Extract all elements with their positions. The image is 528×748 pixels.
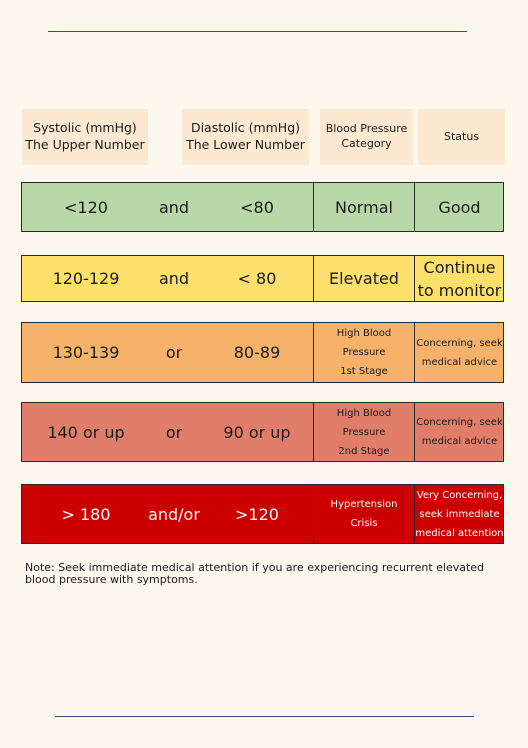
table-row-normal: <120 and <80 Normal Good (21, 182, 504, 232)
footnote: Note: Seek immediate medical attention i… (25, 561, 485, 586)
row-conjunction: or (165, 343, 183, 362)
row-category: High Blood Pressure 2nd Stage (336, 407, 392, 457)
row-conjunction: and (158, 269, 190, 288)
row-diastolic: <80 (240, 197, 274, 217)
column-divider (414, 403, 415, 461)
row-conjunction: or (165, 422, 183, 442)
row-systolic: > 180 (61, 504, 111, 524)
row-status: Concerning, seek medical advice (416, 337, 503, 368)
row-category: Hypertension Crisis (330, 499, 398, 529)
column-divider (313, 323, 314, 382)
row-status: Continue to monitor (417, 257, 502, 300)
header-systolic: Systolic (mmHg) The Upper Number (22, 109, 148, 165)
row-systolic: <120 (64, 197, 108, 217)
row-status: Concerning, seek medical advice (416, 417, 503, 447)
column-divider (313, 485, 314, 543)
row-systolic: 140 or up (47, 422, 125, 442)
column-divider (414, 485, 415, 543)
header-status: Status (418, 109, 505, 165)
table-row-stage-1: 130-139 or 80-89 High Blood Pressure 1st… (21, 322, 504, 383)
column-divider (414, 183, 415, 231)
table-row-elevated: 120-129 and < 80 Elevated Continue to mo… (21, 255, 504, 302)
row-diastolic: < 80 (237, 269, 277, 288)
row-diastolic: >120 (235, 504, 279, 524)
row-diastolic: 80-89 (233, 343, 281, 362)
row-conjunction: and/or (148, 504, 200, 524)
top-divider (48, 31, 467, 32)
table-row-stage-2: 140 or up or 90 or up High Blood Pressur… (21, 402, 504, 462)
table-row-crisis: > 180 and/or >120 Hypertension Crisis Ve… (21, 484, 504, 544)
column-divider (414, 323, 415, 382)
header-status-label: Status (443, 129, 480, 143)
header-diastolic-label: Diastolic (mmHg) The Lower Number (186, 120, 305, 152)
column-divider (414, 256, 415, 301)
row-category: Elevated (329, 269, 399, 288)
row-status: Very Concerning, seek immediate medical … (415, 489, 504, 539)
header-systolic-label: Systolic (mmHg) The Upper Number (25, 120, 145, 152)
column-divider (313, 403, 314, 461)
row-status: Good (438, 197, 481, 217)
column-divider (313, 183, 314, 231)
header-category-label: Blood Pressure Category (325, 122, 408, 150)
column-divider (313, 256, 314, 301)
row-diastolic: 90 or up (223, 422, 291, 442)
row-conjunction: and (158, 197, 190, 217)
bottom-divider (55, 716, 474, 717)
header-category: Blood Pressure Category (320, 109, 413, 165)
row-systolic: 130-139 (52, 343, 120, 362)
row-category: High Blood Pressure 1st Stage (336, 328, 392, 377)
header-diastolic: Diastolic (mmHg) The Lower Number (182, 109, 309, 165)
row-category: Normal (335, 197, 393, 217)
row-systolic: 120-129 (52, 269, 120, 288)
